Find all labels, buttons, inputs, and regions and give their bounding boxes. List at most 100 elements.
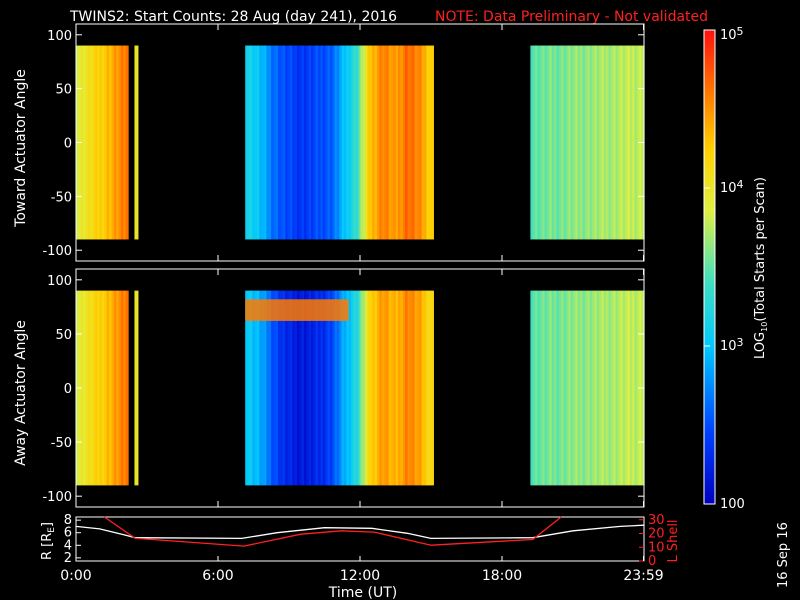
toward-cell [620,45,624,240]
toward-cell [304,45,307,240]
time-xtick-label: 23:59 [623,568,663,584]
colorbar-tick-label: 103 [720,336,744,354]
toward-cell [622,45,626,240]
time-xtick-label: 12:00 [340,568,380,584]
away-cell [275,290,279,486]
toward-cell [348,45,352,240]
away-cell [85,290,89,486]
away-cell [249,290,253,486]
away-cell [395,290,399,486]
away-cell [613,290,617,486]
away-segment-1 [245,290,434,486]
away-cell [627,290,631,486]
away-cell [391,290,394,486]
colorbar-tick-base: 10 [720,181,737,196]
away-cell [537,290,541,486]
toward-cell [379,45,383,240]
toward-cell [575,45,579,240]
toward-cell [80,45,84,240]
colorbar-label-sub: 10 [760,322,769,332]
lshell-ytick-label: 10 [648,540,665,555]
toward-cell [325,45,329,240]
date-stamp: 16 Sep 16 [776,522,791,588]
away-cell [123,290,127,486]
away-cell [102,290,105,486]
away-cell [322,290,326,486]
away-cell [308,290,312,486]
toward-cell [353,45,357,240]
away-cell [617,290,621,486]
away-cell [544,290,548,486]
away-cell [563,290,567,486]
toward-cell [582,45,586,240]
toward-cell [599,45,602,240]
chart-title: TWINS2: Start Counts: 28 Aug (day 241), … [69,9,397,25]
away-angle-ylabel: Away Actuator Angle [13,320,29,466]
toward-cell [398,45,402,240]
away-cell [289,290,293,486]
toward-cell [256,45,260,240]
away-cell [261,290,265,486]
toward-cell [97,45,101,240]
away-cell [412,290,416,486]
away-cell [313,290,317,486]
away-cell [348,290,352,486]
toward-cell [615,45,619,240]
colorbar-tick-exp: 4 [737,178,744,191]
away-cell [306,290,310,486]
away-cell [325,290,329,486]
toward-cell [374,45,378,240]
away-high-angle-band [245,299,349,321]
toward-cell [299,45,303,240]
colorbar-tick-exp: 5 [737,25,744,38]
toward-cell [546,45,550,240]
away-cell [287,290,291,486]
toward-cell [542,45,546,240]
away-cell [296,290,300,486]
radius-ytick-label: 2 [64,551,72,566]
away-cell [332,290,336,486]
radius-ytick-label: 6 [64,526,72,541]
away-cell [358,290,362,486]
away-cell [539,290,543,486]
toward-cell [591,45,595,240]
toward-cell [278,45,282,240]
toward-cell [358,45,362,240]
away-cell [329,290,333,486]
away-cell [125,290,129,486]
colorbar-tick-base: 100 [720,497,745,512]
away-cell [551,290,555,486]
away-ytick-label: 0 [64,382,72,397]
toward-cell [261,45,265,240]
colorbar-tick-label: 100 [720,497,745,512]
toward-cell [369,45,373,240]
toward-cell [613,45,617,240]
away-cell [92,290,96,486]
toward-cell [287,45,291,240]
lshell-ytick-label: 30 [648,513,665,528]
away-cell [573,290,576,486]
toward-cell [414,45,418,240]
toward-cell [391,45,394,240]
away-cell [271,290,275,486]
toward-cell [334,45,338,240]
away-cell [369,290,373,486]
radius-ylabel-sub: E [47,527,57,533]
radius-ylabel: R [RE] [40,522,57,560]
toward-cell [360,45,364,240]
toward-cell [544,45,548,240]
toward-cell [568,45,572,240]
away-cell [423,290,427,486]
toward-cell [405,45,409,240]
away-cell [318,290,322,486]
toward-cell [106,45,110,240]
toward-cell [99,45,103,240]
toward-cell [308,45,312,240]
away-cell [383,290,387,486]
away-cell [256,290,260,486]
away-cell [315,290,319,486]
toward-cell [367,45,371,240]
toward-cell [315,45,319,240]
toward-cell [589,45,593,240]
toward-cell [332,45,336,240]
